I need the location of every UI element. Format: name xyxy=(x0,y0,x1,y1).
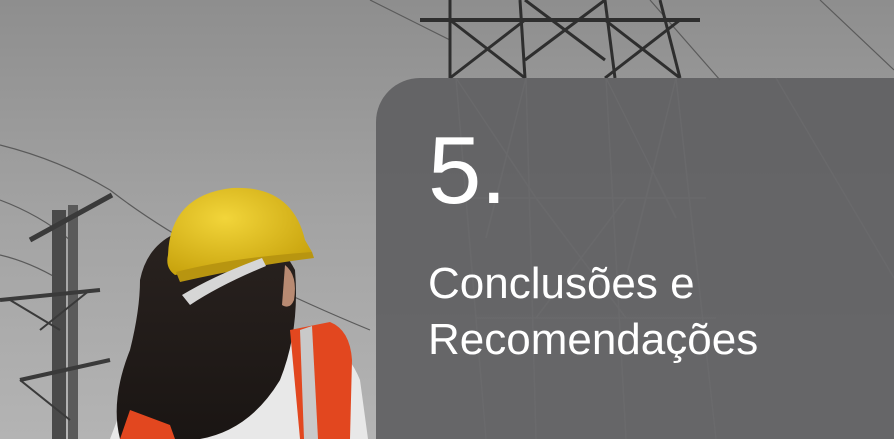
section-number: 5. xyxy=(428,117,507,224)
tower-lattice-texture xyxy=(455,78,894,439)
top-tower xyxy=(420,0,700,80)
section-title: Conclusões e Recomendações xyxy=(428,256,868,368)
worker-figure xyxy=(110,187,368,439)
section-panel: 5. Conclusões e Recomendações xyxy=(376,78,894,439)
section-title-line-1: Conclusões e xyxy=(428,259,695,308)
section-title-line-2: Recomendações xyxy=(428,315,759,364)
left-tower xyxy=(0,192,114,439)
